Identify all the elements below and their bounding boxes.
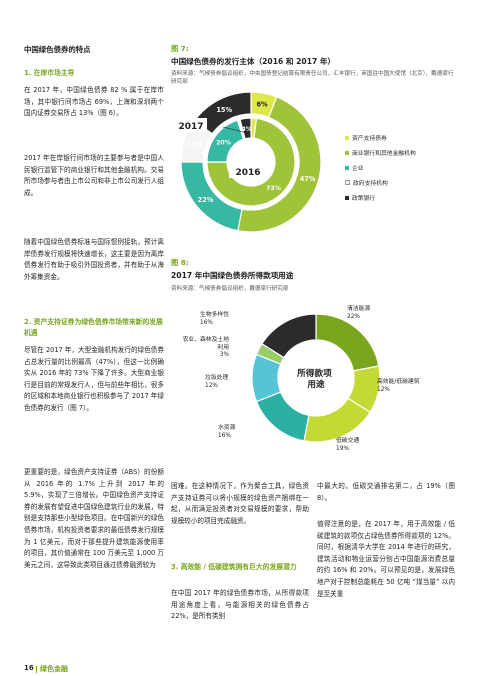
slice-water	[255, 391, 310, 442]
slice-policy-banks	[239, 117, 252, 140]
paragraph: 尽管在 2017 年，大型金融机构发行的绿色债券占总发行量的比例最高（47%），…	[24, 346, 164, 412]
callout-biodiversity: 生物多样性 16%	[200, 312, 229, 326]
footer-section: 绿色金融	[40, 665, 68, 673]
data-label: 73%	[266, 185, 281, 192]
tag-2016: 2016	[235, 168, 260, 178]
paragraph: 中最大的。低碳交通排名第二，占 19%（图 8）。	[317, 482, 455, 502]
legend-swatch	[345, 165, 349, 170]
tag-2017-box	[175, 118, 207, 132]
paragraph: 2017 年在岸银行间市场的主要参与者是中国人民银行监管下的商业银行和其他金融机…	[24, 154, 164, 197]
figure-7-source: 资料来源：气候债券倡议组织，中央国债登记结算有限责任公司，汇丰银行，英国驻中国大…	[171, 71, 454, 86]
paragraph: 随着中国绿色债券标准与国际惯例接轨，预计离岸债券发行规模将快速增长，这主要是因为…	[24, 238, 164, 281]
data-label: 22%	[198, 196, 214, 204]
data-label: 15%	[216, 106, 232, 114]
paragraph: 值得注意的是，在 2017 年，用于高效能 / 低碳建筑的款项仅占绿色债券所得款…	[317, 520, 455, 598]
tag-2017: 2017	[178, 122, 203, 132]
page-number: 16	[24, 664, 34, 672]
callout-waste: 垃圾处理 12%	[205, 375, 229, 389]
legend-swatch	[345, 135, 349, 140]
paragraph: 更重要的是，绿色资产支持证券（ABS）的份额从 2016 年的 1.7% 上升到…	[24, 468, 164, 569]
paragraph: 困难。在这种情况下，作为聚合工具，绿色资产支持证券可以将小规模的绿色资产捆绑在一…	[171, 482, 309, 525]
tag-2016-box	[229, 164, 267, 178]
legend-item: 企业	[345, 160, 465, 175]
data-label: 20%	[216, 140, 231, 147]
data-label: 6%	[256, 101, 268, 109]
tag-2017-leader	[222, 126, 248, 134]
legend-swatch	[345, 195, 349, 200]
section-heading-2: 2. 资产支持证券为绿色债券市场带来新的发展机遇	[24, 318, 163, 337]
donut-center-line: 用途	[306, 378, 325, 390]
callout-water: 水资源 16%	[218, 425, 236, 439]
paragraph: 在 2017 年，中国绿色债券 82 % 属于在岸市场，其中银行间市场占 69%…	[24, 86, 164, 118]
donut-center-line: 所得款项	[297, 367, 332, 379]
data-label: 4%	[241, 126, 252, 133]
legend-swatch	[345, 150, 349, 155]
legend-item: 政府支持机构	[345, 175, 465, 190]
section-heading-3: 3. 高效能 / 低碳建筑拥有巨大的发展潜力	[171, 563, 297, 571]
legend-item: 商业银行和其他金融机构	[345, 145, 465, 160]
section-heading-1: 1. 在岸市场主导	[24, 69, 75, 77]
slice-biodiversity	[261, 313, 317, 359]
slice-commercial-banks	[206, 117, 296, 207]
figure-7-label: 图 7:	[171, 44, 189, 53]
callout-agriculture: 农业、森林及土地利用 3%	[182, 337, 229, 359]
figure-8-title: 2017 年中国绿色债券所得款项用途	[171, 271, 294, 280]
legend-swatch	[345, 180, 350, 185]
callout-low-carbon-transport: 低碳交通 19%	[336, 438, 360, 452]
legend-item: 政策银行	[345, 190, 465, 205]
figure-8-source: 资料来源：气候债券倡议组织，戴德梁行研究部	[171, 286, 289, 292]
callout-clean-energy: 清洁能源 22%	[347, 306, 371, 320]
data-label: 47%	[300, 175, 316, 183]
slice-clean-energy	[315, 313, 380, 372]
figure-7-donut-chart: 6% 47% 22% 10% 15% 73% 20% 4% 2017 2016	[175, 91, 322, 233]
callout-efficient-buildings: 高效能/低碳建筑 12%	[377, 379, 420, 393]
data-label: 10%	[187, 140, 203, 148]
donut-center-label: 所得款项 用途	[297, 367, 334, 390]
figure-7-title: 中国绿色债券的发行主体（2016 和 2017 年）	[171, 57, 336, 66]
figure-8-donut-chart: 所得款项 用途	[251, 313, 381, 443]
legend-item: 资产支持债券	[345, 130, 465, 145]
footer: 16 绿色金融	[0, 662, 477, 676]
figure-8-label: 图 8:	[171, 258, 189, 267]
footer-divider	[36, 666, 37, 673]
slice-commercial-banks	[237, 96, 322, 233]
paragraph: 在中国 2017 年的绿色债券市场，从所得款项用途角度上看，与能源相关的绿色债券…	[171, 589, 309, 621]
slice-policy-banks	[193, 91, 252, 135]
figure-7-legend: 资产支持债券 商业银行和其他金融机构 企业 政府支持机构 政策银行	[345, 130, 465, 205]
page-section-title: 中国绿色债券的特点	[24, 45, 91, 54]
